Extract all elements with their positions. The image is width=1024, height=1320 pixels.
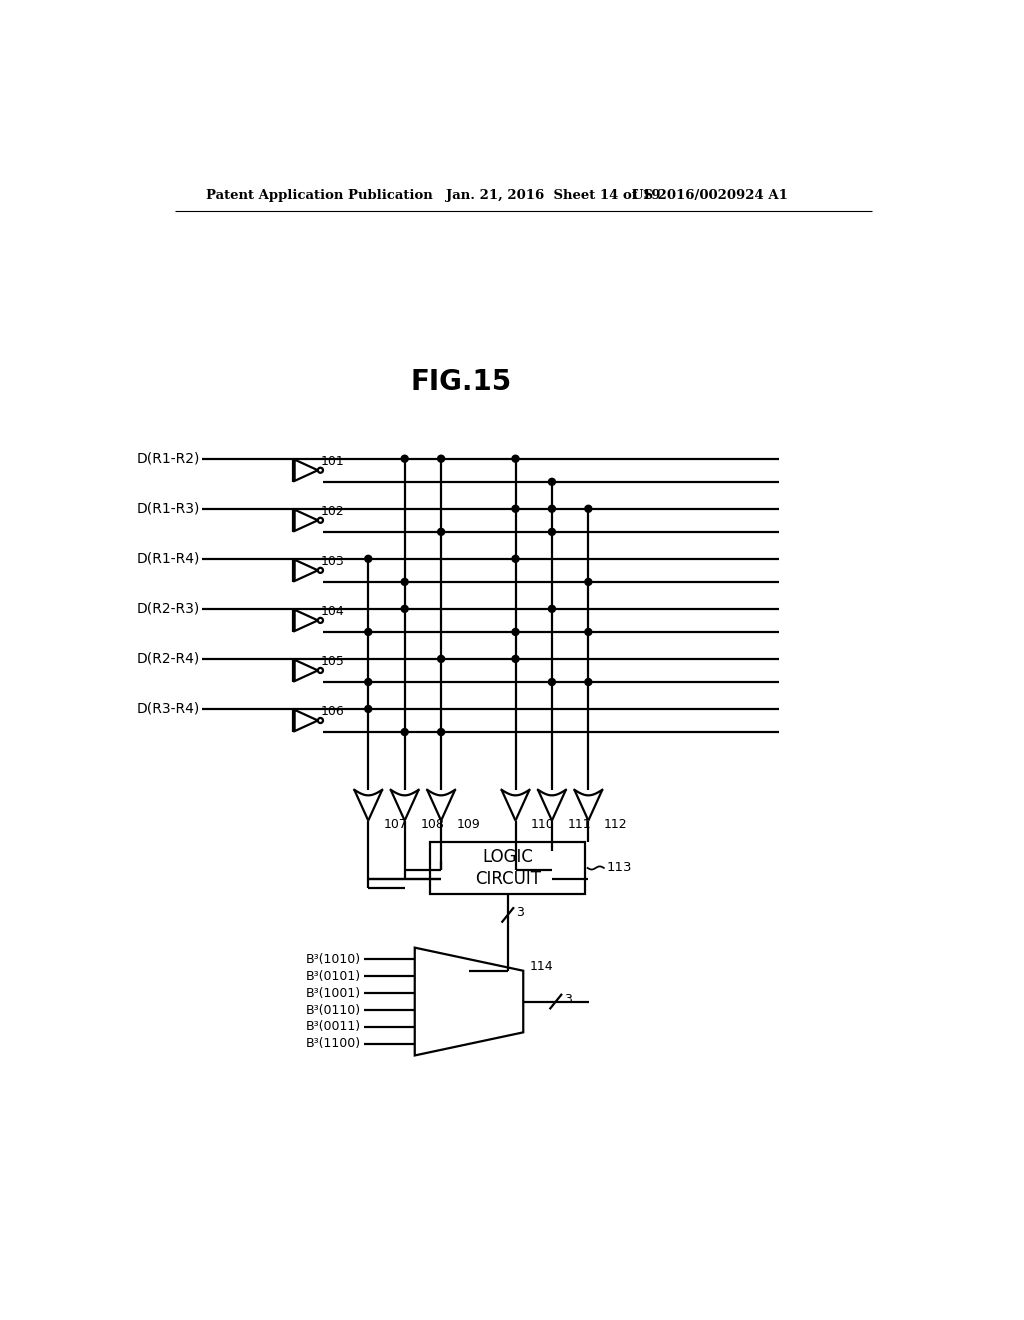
- Circle shape: [585, 578, 592, 585]
- Text: 106: 106: [321, 705, 344, 718]
- Text: 113: 113: [607, 862, 633, 874]
- Text: D(R1-R4): D(R1-R4): [136, 552, 200, 566]
- Circle shape: [512, 506, 519, 512]
- Text: 101: 101: [321, 454, 344, 467]
- Text: 111: 111: [567, 818, 591, 832]
- Text: D(R2-R4): D(R2-R4): [137, 652, 200, 665]
- Circle shape: [549, 528, 555, 536]
- Circle shape: [365, 556, 372, 562]
- Text: 108: 108: [420, 818, 444, 832]
- Text: B³(0101): B³(0101): [305, 970, 360, 982]
- Text: Patent Application Publication: Patent Application Publication: [206, 189, 432, 202]
- Text: LOGIC
CIRCUIT: LOGIC CIRCUIT: [475, 847, 541, 888]
- Circle shape: [585, 628, 592, 635]
- Text: D(R2-R3): D(R2-R3): [137, 602, 200, 616]
- Text: D(R1-R3): D(R1-R3): [136, 502, 200, 516]
- Text: D(R3-R4): D(R3-R4): [137, 702, 200, 715]
- Bar: [430, 842, 586, 894]
- Circle shape: [512, 656, 519, 663]
- Text: 114: 114: [529, 961, 553, 973]
- Circle shape: [549, 606, 555, 612]
- Circle shape: [365, 678, 372, 685]
- Circle shape: [401, 578, 409, 585]
- Text: 105: 105: [321, 655, 344, 668]
- Circle shape: [549, 478, 555, 486]
- Text: 110: 110: [531, 818, 555, 832]
- Text: 3: 3: [516, 906, 524, 919]
- Text: 103: 103: [321, 554, 344, 568]
- Text: 109: 109: [457, 818, 480, 832]
- Circle shape: [549, 678, 555, 685]
- Text: 107: 107: [384, 818, 408, 832]
- Text: B³(0110): B³(0110): [305, 1003, 360, 1016]
- Circle shape: [437, 528, 444, 536]
- Circle shape: [585, 678, 592, 685]
- Text: B³(1010): B³(1010): [305, 953, 360, 966]
- Circle shape: [512, 556, 519, 562]
- Text: B³(1100): B³(1100): [305, 1038, 360, 1051]
- Text: Jan. 21, 2016  Sheet 14 of 19: Jan. 21, 2016 Sheet 14 of 19: [445, 189, 660, 202]
- Circle shape: [437, 729, 444, 735]
- Text: 104: 104: [321, 605, 344, 618]
- Circle shape: [401, 729, 409, 735]
- Text: 112: 112: [604, 818, 628, 832]
- Circle shape: [365, 628, 372, 635]
- Circle shape: [437, 656, 444, 663]
- Text: US 2016/0020924 A1: US 2016/0020924 A1: [632, 189, 787, 202]
- Circle shape: [512, 628, 519, 635]
- Circle shape: [401, 606, 409, 612]
- Circle shape: [585, 506, 592, 512]
- Text: D(R1-R2): D(R1-R2): [136, 451, 200, 466]
- Text: 3: 3: [564, 993, 572, 1006]
- Circle shape: [512, 455, 519, 462]
- Circle shape: [365, 705, 372, 713]
- Circle shape: [549, 506, 555, 512]
- Text: B³(0011): B³(0011): [305, 1020, 360, 1034]
- Text: FIG.15: FIG.15: [411, 368, 512, 396]
- Text: B³(1001): B³(1001): [305, 986, 360, 999]
- Text: 102: 102: [321, 504, 344, 517]
- Circle shape: [401, 455, 409, 462]
- Circle shape: [437, 455, 444, 462]
